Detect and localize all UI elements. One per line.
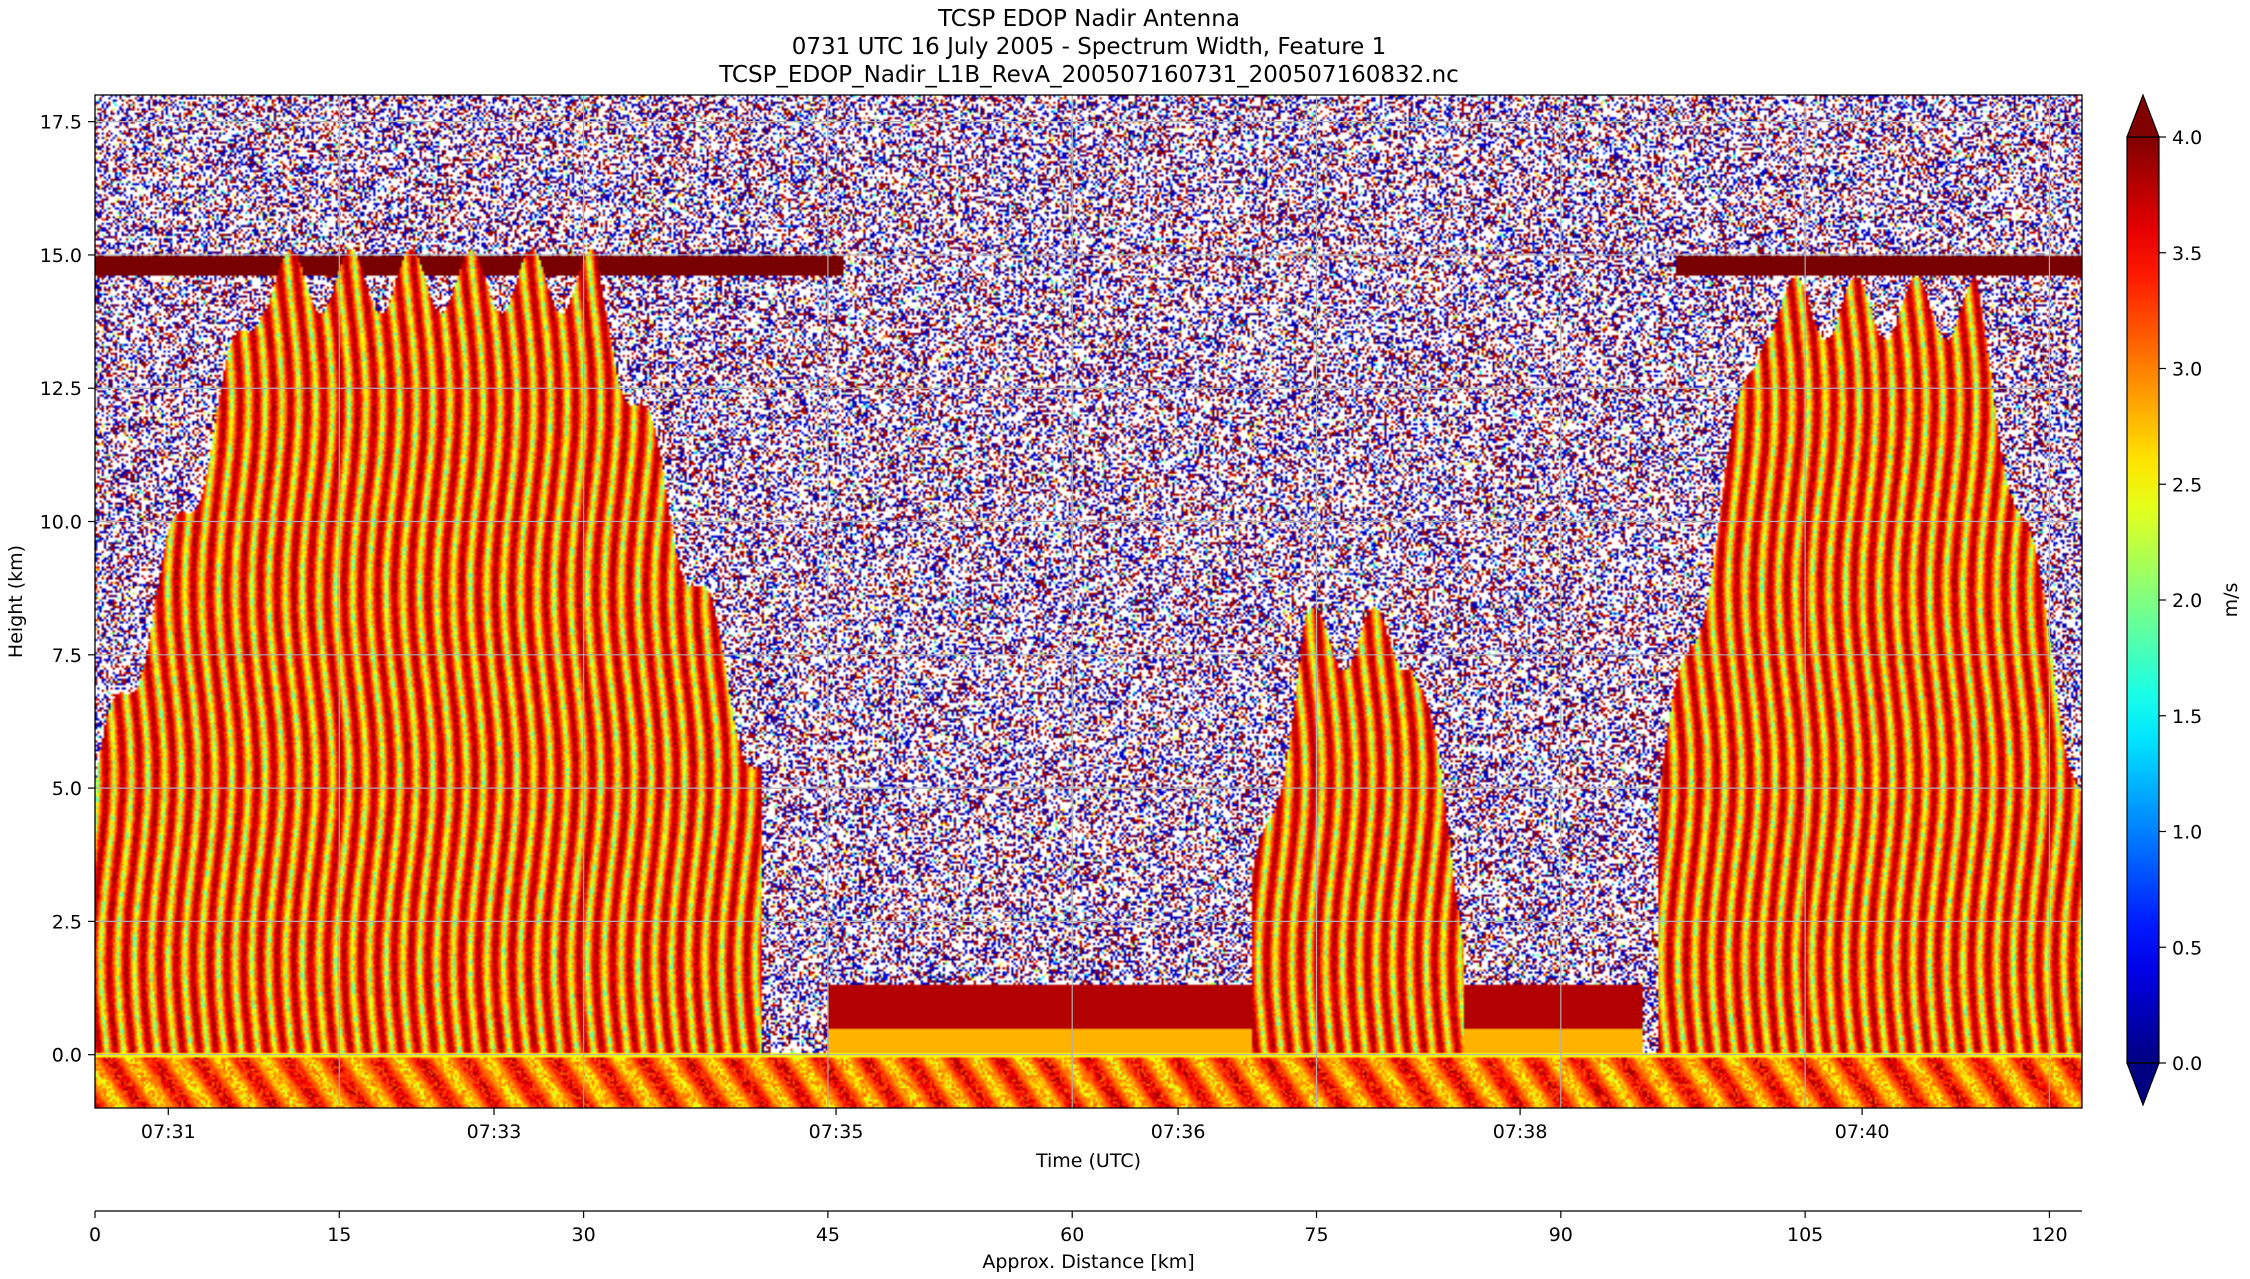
colorbar-tick-label: 0.0 <box>2172 1053 2202 1075</box>
plot-frame <box>94 94 2083 1109</box>
colorbar-tick-label: 1.0 <box>2172 822 2202 844</box>
chart-title-line: TCSP EDOP Nadir Antenna <box>937 6 1240 32</box>
colorbar-extend-min <box>2126 1062 2160 1107</box>
x-tick-label: 07:33 <box>467 1121 522 1143</box>
distance-tick-label: 15 <box>327 1224 351 1246</box>
distance-tick-label: 75 <box>1304 1224 1328 1246</box>
heatmap-image <box>95 95 2082 1108</box>
distance-tick-label: 105 <box>1787 1224 1823 1246</box>
chart-title-line: 0731 UTC 16 July 2005 - Spectrum Width, … <box>792 34 1387 60</box>
distance-tick-label: 120 <box>2031 1224 2067 1246</box>
y-tick-label: 15.0 <box>40 245 82 267</box>
distance-axis-label: Approx. Distance [km] <box>982 1251 1194 1273</box>
colorbar-extend-max <box>2126 93 2160 138</box>
distance-tick-label: 60 <box>1060 1224 1084 1246</box>
y-tick-label: 0.0 <box>52 1045 82 1067</box>
y-tick-label: 12.5 <box>40 378 82 400</box>
x-tick-label: 07:38 <box>1493 1121 1548 1143</box>
x-tick-label: 07:31 <box>141 1121 196 1143</box>
colorbar-tick-label: 2.0 <box>2172 590 2202 612</box>
colorbar-tick-label: 0.5 <box>2172 937 2202 959</box>
colorbar-gradient <box>2127 137 2159 1063</box>
y-axis-label: Height (km) <box>5 545 27 658</box>
colorbar-tick-label: 3.5 <box>2172 243 2202 265</box>
y-tick-label: 2.5 <box>52 911 82 933</box>
chart-title-line: TCSP_EDOP_Nadir_L1B_RevA_200507160731_20… <box>718 62 1459 88</box>
distance-tick-label: 0 <box>89 1224 101 1246</box>
x-tick-label: 07:40 <box>1835 1121 1890 1143</box>
x-tick-label: 07:36 <box>1151 1121 1206 1143</box>
y-tick-label: 10.0 <box>40 512 82 534</box>
distance-tick-label: 90 <box>1549 1224 1573 1246</box>
x-axis-label: Time (UTC) <box>1035 1150 1141 1172</box>
colorbar-tick-label: 4.0 <box>2172 127 2202 149</box>
distance-tick-label: 45 <box>816 1224 840 1246</box>
x-tick-label: 07:35 <box>809 1121 864 1143</box>
y-tick-label: 5.0 <box>52 778 82 800</box>
distance-tick-label: 30 <box>572 1224 596 1246</box>
y-tick-label: 17.5 <box>40 112 82 134</box>
colorbar-tick-label: 2.5 <box>2172 474 2202 496</box>
colorbar-tick-label: 1.5 <box>2172 706 2202 728</box>
colorbar-tick-label: 3.0 <box>2172 359 2202 381</box>
colorbar-label: m/s <box>2220 583 2242 618</box>
y-tick-label: 7.5 <box>52 645 82 667</box>
